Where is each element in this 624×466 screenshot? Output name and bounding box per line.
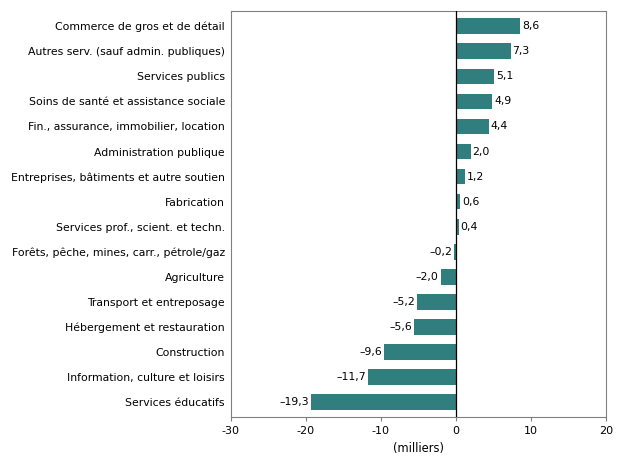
Bar [454,244,456,260]
Bar [384,344,456,360]
Bar [456,69,494,84]
Text: 0,6: 0,6 [462,197,479,207]
Text: 2,0: 2,0 [472,146,490,157]
Text: 8,6: 8,6 [522,21,539,31]
Text: 1,2: 1,2 [467,171,484,182]
Text: –2,0: –2,0 [416,272,439,282]
Bar [311,395,456,410]
Bar [456,194,461,209]
Text: 0,4: 0,4 [461,222,478,232]
Text: 4,9: 4,9 [494,96,512,106]
Text: –5,6: –5,6 [389,322,412,332]
Text: –0,2: –0,2 [429,247,452,257]
X-axis label: (milliers): (milliers) [392,442,444,455]
Text: 4,4: 4,4 [490,122,508,131]
Text: –19,3: –19,3 [280,397,309,407]
Bar [456,18,520,34]
Text: 7,3: 7,3 [512,46,530,56]
Bar [456,119,489,134]
Bar [456,144,470,159]
Text: –9,6: –9,6 [359,347,382,357]
Bar [368,370,456,385]
Text: –5,2: –5,2 [392,297,415,307]
Bar [441,269,456,285]
Bar [456,219,459,234]
Bar [414,319,456,335]
Bar [456,94,492,109]
Bar [417,294,456,310]
Bar [456,169,465,185]
Text: –11,7: –11,7 [336,372,366,382]
Text: 5,1: 5,1 [496,71,513,81]
Bar [456,43,510,59]
